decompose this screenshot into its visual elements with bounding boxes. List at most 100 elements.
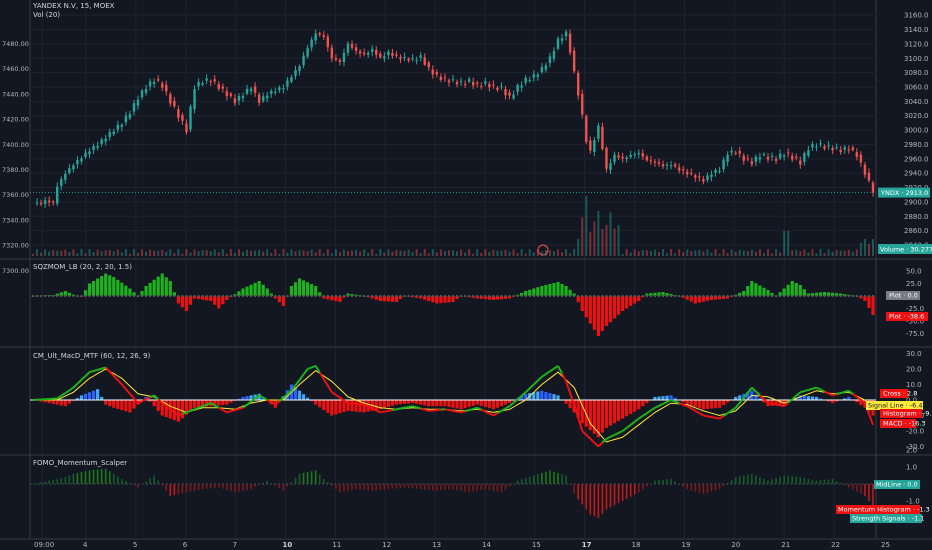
volume-bar [569, 253, 572, 256]
sqz-dot [540, 295, 543, 297]
candle-body [249, 88, 253, 92]
sqz-bar [390, 296, 395, 302]
macd-line-seg [694, 409, 700, 415]
macd-hist-bar [160, 400, 164, 416]
fomo-bar [379, 484, 382, 490]
candle-body [261, 96, 265, 101]
macd-line-seg [182, 411, 187, 415]
fomo-bar [32, 484, 34, 485]
sqz-bar [241, 288, 245, 296]
sqz-dot [141, 295, 144, 297]
volume-bar [64, 249, 67, 256]
fomo-bar [674, 481, 676, 484]
volume-bar [132, 249, 135, 256]
macd-hist-bar [423, 400, 427, 406]
macd-hist-bar [176, 400, 180, 422]
volume-bar [447, 250, 450, 256]
candle-body [419, 55, 422, 58]
macd-hist-bar [83, 393, 88, 400]
sqz-dot [758, 295, 761, 297]
sqz-dot [221, 295, 224, 297]
candle-body [100, 139, 103, 145]
sqz-bar [297, 278, 302, 296]
macd-line-seg [545, 370, 551, 375]
volume-bar [334, 249, 337, 256]
candle-body [403, 56, 406, 58]
sqz-dot [593, 295, 596, 297]
fomo-bar [432, 484, 434, 491]
sqz-dot [347, 295, 349, 297]
macd-hist-bar [859, 400, 863, 406]
volume-bar [492, 249, 495, 256]
sqz-bar [475, 296, 479, 299]
macd-hist-bar [378, 400, 382, 410]
macd-line-seg [222, 409, 228, 414]
candle-body [306, 48, 309, 57]
volume-bar [435, 252, 438, 256]
macd-hist-bar [564, 400, 568, 404]
macd-line-seg [104, 366, 111, 373]
fomo-bar [569, 484, 571, 485]
sqz-bar [685, 296, 689, 300]
volume-bar [488, 251, 491, 256]
volume-bar [670, 249, 673, 256]
sqz-dot [44, 295, 47, 297]
fomo-bar [734, 477, 737, 484]
sqz-bar [794, 283, 798, 296]
volume-bar [645, 250, 648, 256]
sqz-dot [342, 295, 345, 297]
macd-line-seg [698, 412, 704, 417]
volume-bar [738, 249, 741, 256]
sqz-bar [55, 293, 59, 296]
macd-tick: -20.0 [906, 428, 924, 436]
sqz-dot [193, 295, 196, 297]
macd-hist-bar [693, 400, 697, 407]
macd-line-seg [72, 383, 79, 389]
macd-line-seg [460, 410, 466, 414]
right-price-tick: 3040.0 [904, 98, 929, 106]
sqz-dot [209, 295, 212, 297]
volume-bar [52, 250, 55, 256]
candle-body [181, 115, 184, 121]
candle-body [528, 80, 531, 82]
macd-line-seg [472, 406, 478, 410]
sqz-bar [310, 284, 314, 296]
fomo-bar [803, 478, 806, 484]
fomo-bar [698, 484, 701, 493]
sqz-bar [209, 296, 213, 301]
sqz-bar [487, 296, 491, 300]
fomo-bar [290, 482, 293, 484]
candle-body [415, 59, 418, 61]
volume-bar [342, 249, 345, 256]
macd-line-seg [524, 387, 531, 393]
sqz-dot [795, 295, 798, 297]
candle-body [827, 145, 830, 147]
macd-line-seg [682, 403, 688, 408]
macd-hist-bar [217, 400, 221, 406]
macd-line-seg [165, 405, 171, 411]
macd-hist-bar [588, 400, 592, 431]
fomo-bar [415, 484, 418, 489]
fomo-bar [742, 475, 745, 484]
macd-line-seg [198, 405, 203, 409]
candle-body [815, 146, 818, 148]
sqz-bar [120, 282, 124, 296]
sqz-dot [605, 295, 608, 297]
sqz-bar [859, 296, 863, 299]
sqz-dot [516, 295, 519, 297]
macd-hist-bar [213, 400, 217, 406]
macd-line-seg [97, 367, 102, 371]
candle-body [520, 85, 523, 88]
candle-body [173, 100, 176, 107]
fomo-bar [811, 479, 814, 484]
candle-body [124, 115, 128, 123]
volume-bar [758, 249, 761, 256]
sqz-dot [415, 295, 418, 297]
time-tick: 7 [233, 541, 237, 549]
sqz-dot [173, 295, 176, 297]
candle-body [270, 91, 273, 94]
macd-line-seg [93, 368, 98, 372]
candle-body [205, 78, 208, 81]
